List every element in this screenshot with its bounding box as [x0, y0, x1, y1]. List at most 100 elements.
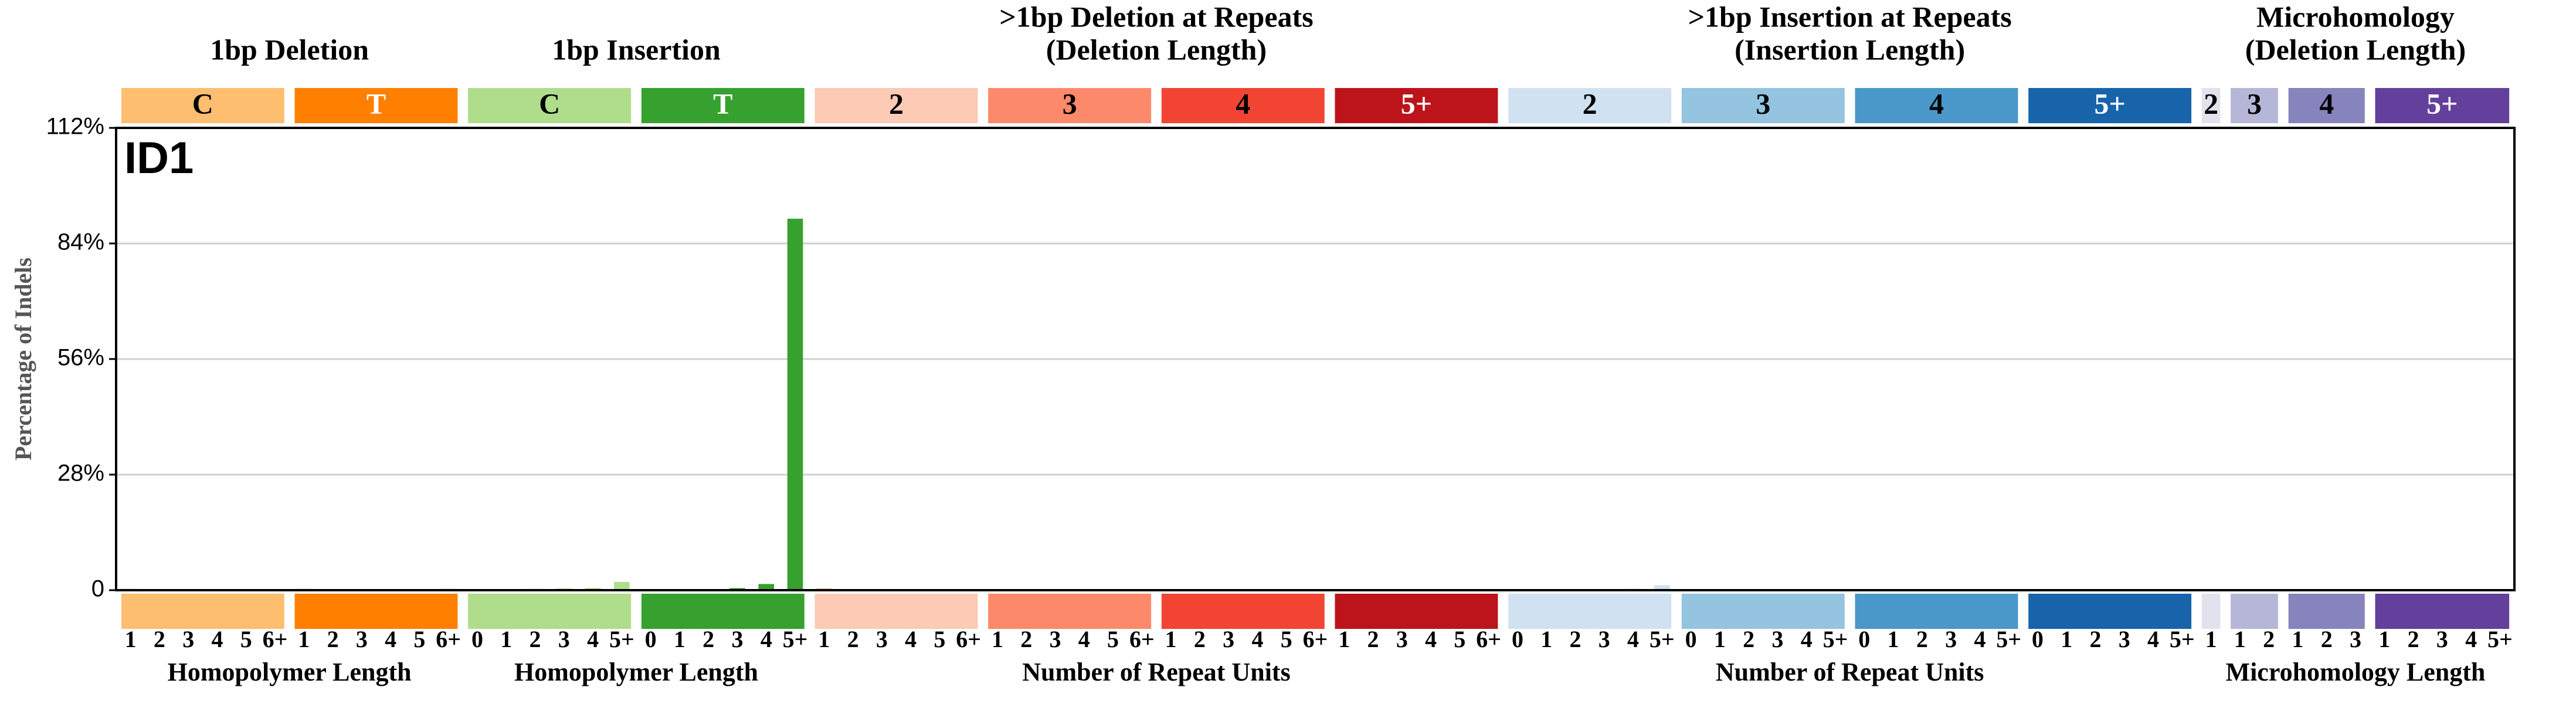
group-label: C [539, 87, 560, 120]
group-footer-box [2288, 594, 2365, 629]
group-label: T [366, 87, 386, 120]
y-tick-label: 28% [57, 461, 104, 486]
x-tick-label: 1 [2061, 626, 2072, 652]
group-footer-box [294, 594, 458, 629]
x-tick-label: 5+ [2170, 626, 2195, 652]
x-tick-label: 3 [2119, 626, 2130, 652]
x-tick-label: 6+ [436, 626, 461, 652]
bar [1654, 585, 1670, 590]
group-label: 5+ [2094, 87, 2126, 120]
x-tick-label: 6+ [1476, 626, 1501, 652]
x-axis-label: Number of Repeat Units [1022, 658, 1291, 686]
x-tick-label: 2 [1020, 626, 1032, 652]
group-header-box [1161, 88, 1325, 123]
x-tick-label: 2 [327, 626, 339, 652]
group-footer-box [814, 594, 978, 629]
x-tick-label: 5 [240, 626, 252, 652]
group-footer-box [121, 594, 284, 629]
group-label: 3 [1756, 87, 1770, 120]
group-header-box [2028, 88, 2192, 123]
x-tick-label: 5 [1107, 626, 1119, 652]
group-label: 2 [1583, 87, 1597, 120]
group-label: 5+ [1401, 87, 1433, 120]
x-tick-label: 4 [1251, 626, 1263, 652]
x-tick-label: 2 [1743, 626, 1754, 652]
group-footer-box [988, 594, 1152, 629]
x-tick-label: 5 [1454, 626, 1465, 652]
group-label: C [192, 87, 213, 120]
x-tick-label: 5+ [2487, 626, 2513, 652]
group-header-box [1855, 88, 2018, 123]
x-tick-label: 1 [1714, 626, 1726, 652]
group-header-box [2288, 88, 2365, 123]
group-label: 4 [1929, 87, 1944, 120]
x-tick-label: 3 [2350, 626, 2361, 652]
group-header-box [1335, 88, 1498, 123]
x-tick-label: 5+ [1823, 626, 1848, 652]
group-footer-box [2028, 594, 2192, 629]
group-header-box [294, 88, 458, 123]
x-tick-label: 6+ [956, 626, 981, 652]
x-tick-label: 1 [1888, 626, 1899, 652]
group-header-box [2375, 88, 2510, 123]
x-tick-label: 1 [125, 626, 137, 652]
x-tick-label: 1 [1540, 626, 1552, 652]
x-tick-label: 2 [1569, 626, 1581, 652]
x-tick-label: 4 [1801, 626, 1813, 652]
group-header-box [988, 88, 1152, 123]
section-title: >1bp Deletion at Repeats [999, 0, 1313, 33]
group-footer-box [2375, 594, 2510, 629]
group-footer-box [1855, 594, 2018, 629]
section-title: 1bp Deletion [210, 33, 369, 66]
section-title: (Deletion Length) [1046, 33, 1267, 66]
section-title: 1bp Insertion [552, 33, 721, 66]
group-label: 2 [889, 87, 904, 120]
bar [614, 581, 630, 590]
section-title: >1bp Insertion at Repeats [1688, 0, 2012, 33]
x-tick-label: 4 [761, 626, 772, 652]
x-tick-label: 4 [385, 626, 396, 652]
group-header-box [1681, 88, 1845, 123]
x-tick-label: 3 [1223, 626, 1234, 652]
y-axis-label: Percentage of Indels [10, 258, 36, 461]
x-tick-label: 2 [2263, 626, 2275, 652]
x-axis-label: Microhomology Length [2226, 658, 2486, 686]
x-tick-label: 2 [1916, 626, 1928, 652]
y-tick-label: 112% [46, 114, 104, 140]
x-tick-label: 2 [702, 626, 714, 652]
x-tick-label: 0 [2032, 626, 2044, 652]
x-tick-label: 3 [356, 626, 368, 652]
group-header-box [2231, 88, 2278, 123]
group-header-box [121, 88, 284, 123]
x-tick-label: 2 [154, 626, 165, 652]
x-tick-label: 4 [211, 626, 223, 652]
group-label: 3 [2247, 87, 2262, 120]
x-tick-label: 0 [1685, 626, 1697, 652]
group-footer-box [1161, 594, 1325, 629]
x-tick-label: 3 [182, 626, 194, 652]
y-tick-label: 56% [57, 345, 104, 371]
section-title: (Deletion Length) [2245, 33, 2466, 66]
y-tick-label: 0 [91, 576, 104, 602]
group-label: 2 [2204, 87, 2218, 120]
group-header-box [2201, 88, 2221, 123]
group-header-box [468, 88, 632, 123]
x-tick-label: 5+ [783, 626, 808, 652]
group-header-box [641, 88, 805, 123]
x-axis-label: Homopolymer Length [514, 658, 758, 686]
chart-title: ID1 [124, 133, 194, 183]
group-header-box [1508, 88, 1672, 123]
x-tick-label: 1 [992, 626, 1003, 652]
group-footer-box [468, 594, 632, 629]
x-tick-label: 2 [2321, 626, 2333, 652]
section-title: (Insertion Length) [1735, 33, 1965, 66]
x-tick-label: 4 [1627, 626, 1639, 652]
x-tick-label: 2 [1194, 626, 1206, 652]
group-footer-box [641, 594, 805, 629]
plot-frame [115, 127, 2516, 591]
group-footer-box [2201, 594, 2221, 629]
group-footer-box [2231, 594, 2278, 629]
x-tick-label: 3 [1396, 626, 1408, 652]
